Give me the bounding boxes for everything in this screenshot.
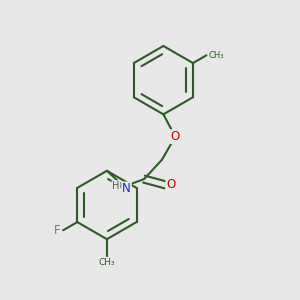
Text: CH₃: CH₃	[209, 51, 224, 60]
Text: O: O	[166, 178, 176, 191]
Text: CH₃: CH₃	[99, 259, 115, 268]
Text: F: F	[53, 224, 60, 237]
Text: N: N	[122, 182, 131, 195]
Text: O: O	[171, 130, 180, 143]
Text: H: H	[112, 181, 120, 191]
